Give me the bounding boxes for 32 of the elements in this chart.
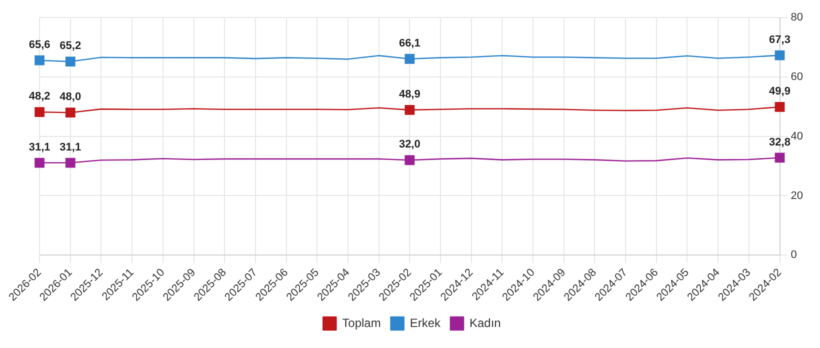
y-tick-label: 40 [790, 130, 804, 142]
point [34, 107, 44, 117]
point [65, 108, 76, 118]
data-label: 66,1 [398, 37, 420, 50]
data-label: 31,1 [60, 141, 82, 154]
legend-label: Toplam [342, 316, 381, 330]
point [404, 155, 415, 166]
point [65, 56, 76, 66]
data-label: 65,6 [28, 38, 50, 51]
data-label: 31,1 [28, 141, 50, 154]
data-label: 49,9 [769, 86, 790, 98]
data-label: 67,3 [769, 34, 790, 46]
y-tick-label: 80 [790, 12, 804, 24]
point [404, 54, 415, 64]
y-tick-label: 60 [790, 71, 804, 84]
point [404, 104, 415, 115]
data-label: 48,9 [398, 88, 420, 100]
data-label: 65,2 [60, 40, 82, 52]
point [774, 102, 785, 112]
y-tick-label: 0 [790, 249, 797, 262]
point [34, 158, 44, 168]
y-tick-label: 20 [790, 190, 804, 202]
data-label: 48,2 [28, 90, 50, 103]
data-label: 32,0 [398, 138, 420, 151]
data-label: 32,8 [769, 136, 790, 148]
data-label: 48,0 [60, 91, 82, 104]
legend-label: Erkek [410, 316, 442, 330]
legend-label: Kadın [470, 316, 501, 330]
point [774, 50, 785, 60]
point [65, 158, 76, 168]
point [34, 55, 44, 66]
point [774, 152, 785, 163]
